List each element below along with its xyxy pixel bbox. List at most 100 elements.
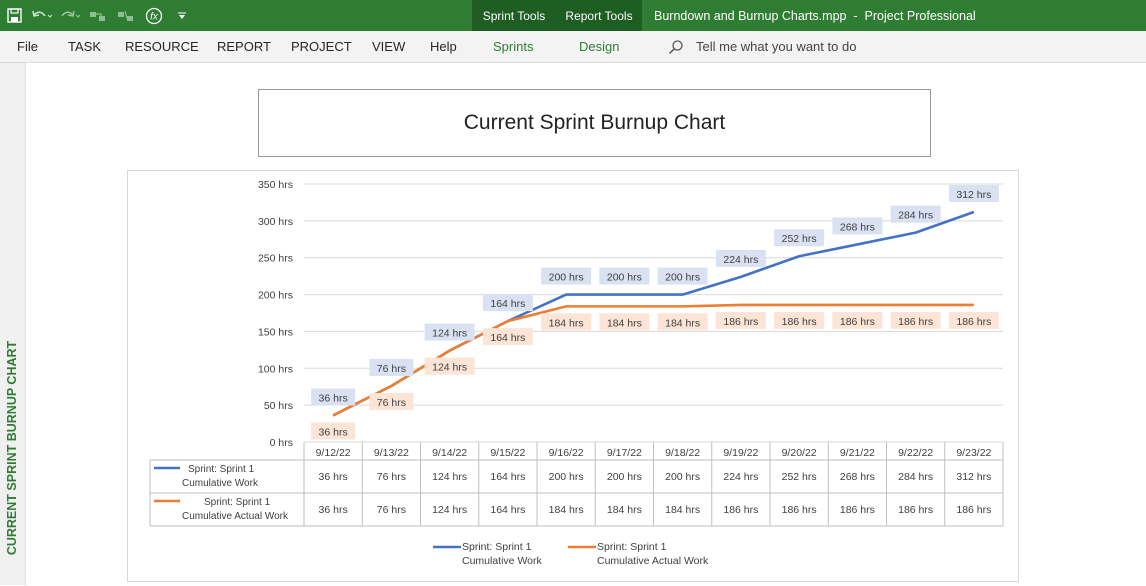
table-cell: 186 hrs [723, 504, 758, 516]
tab-view[interactable]: VIEW [372, 39, 406, 54]
data-label-bg [774, 229, 825, 247]
data-label: 186 hrs [898, 316, 933, 328]
tab-help[interactable]: Help [430, 39, 457, 54]
table-cell: 186 hrs [782, 504, 817, 516]
data-label: 36 hrs [319, 392, 348, 404]
y-tick-label: 350 hrs [258, 179, 293, 191]
view-bar: CURRENT SPRINT BURNUP CHART [0, 63, 26, 585]
data-label-bg [424, 357, 475, 375]
customize-qat-icon[interactable] [168, 0, 196, 31]
y-tick-label: 0 hrs [270, 437, 293, 449]
tell-me-text: Tell me what you want to do [696, 39, 857, 54]
table-cell: 252 hrs [782, 471, 817, 483]
data-label-bg [369, 392, 414, 410]
table-cell: 124 hrs [432, 504, 467, 516]
data-label-bg [311, 422, 356, 440]
data-label-bg [832, 311, 883, 329]
data-label-bg [311, 388, 356, 406]
document-title: Burndown and Burnup Charts.mpp - Project… [654, 8, 976, 23]
table-cell: 186 hrs [956, 504, 991, 516]
data-label: 184 hrs [607, 317, 642, 329]
tab-design[interactable]: Design [579, 39, 620, 54]
data-label-bg [482, 328, 533, 346]
series-line-cumulative-actual-work [332, 303, 974, 417]
data-label: 164 hrs [490, 332, 525, 344]
x-tick-label: 9/22/22 [898, 447, 933, 459]
x-tick-label: 9/23/22 [956, 447, 991, 459]
table-cell: 164 hrs [490, 471, 525, 483]
redo-icon[interactable] [56, 0, 84, 31]
x-tick-label: 9/14/22 [432, 447, 467, 459]
tab-task[interactable]: TASK [68, 39, 101, 54]
data-label: 200 hrs [549, 272, 584, 284]
undo-icon[interactable] [28, 0, 56, 31]
data-label: 284 hrs [898, 210, 933, 222]
save-icon[interactable] [0, 0, 28, 31]
table-cell: 36 hrs [319, 471, 348, 483]
data-label: 76 hrs [377, 363, 406, 375]
data-label-bg [541, 267, 592, 285]
data-label: 268 hrs [840, 221, 875, 233]
legend-label: Sprint: Sprint 1 [597, 541, 667, 553]
x-tick-label: 9/16/22 [549, 447, 584, 459]
tab-project[interactable]: PROJECT [291, 39, 352, 54]
table-cell: 76 hrs [377, 471, 406, 483]
table-cell: 312 hrs [956, 471, 991, 483]
table-cell: 184 hrs [665, 504, 700, 516]
tab-sprints[interactable]: Sprints [493, 39, 534, 54]
title-bar: fx Sprint Tools Report Tools Burndown an… [0, 0, 1146, 31]
data-label: 186 hrs [782, 316, 817, 328]
table-cell: 124 hrs [432, 471, 467, 483]
legend-label: Sprint: Sprint 1 [462, 541, 532, 553]
tab-file[interactable]: File [17, 39, 38, 54]
data-label-bg [948, 311, 999, 329]
data-label: 186 hrs [840, 316, 875, 328]
data-label-bg [890, 205, 941, 223]
x-tick-label: 9/12/22 [316, 447, 351, 459]
x-tick-label: 9/21/22 [840, 447, 875, 459]
table-series-name: Cumulative Actual Work [182, 511, 289, 522]
x-tick-label: 9/15/22 [490, 447, 525, 459]
report-title: Current Sprint Burnup Chart [463, 111, 726, 134]
table-cell: 268 hrs [840, 471, 875, 483]
unlink-tasks-icon[interactable] [112, 0, 140, 31]
data-label-bg [890, 311, 941, 329]
table-cell: 186 hrs [840, 504, 875, 516]
x-tick-label: 9/20/22 [782, 447, 817, 459]
table-series-name: Sprint: Sprint 1 [188, 464, 255, 475]
table-cell: 200 hrs [549, 471, 584, 483]
data-label: 124 hrs [432, 328, 467, 340]
tab-resource[interactable]: RESOURCE [125, 39, 199, 54]
data-label-bg [948, 185, 999, 203]
data-label-bg [657, 313, 708, 331]
context-tab-sprint-tools[interactable]: Sprint Tools [482, 8, 546, 23]
tell-me-box[interactable]: Tell me what you want to do [668, 31, 856, 62]
table-cell: 36 hrs [319, 504, 348, 516]
x-tick-label: 9/18/22 [665, 447, 700, 459]
data-label: 186 hrs [956, 316, 991, 328]
data-label-bg [657, 267, 708, 285]
y-tick-label: 300 hrs [258, 216, 293, 228]
table-cell: 284 hrs [898, 471, 933, 483]
search-icon [668, 39, 683, 54]
data-label-bg [369, 358, 414, 376]
data-label: 164 hrs [490, 298, 525, 310]
x-tick-label: 9/17/22 [607, 447, 642, 459]
data-label: 76 hrs [377, 397, 406, 409]
link-tasks-icon[interactable] [84, 0, 112, 31]
table-cell: 200 hrs [607, 471, 642, 483]
tab-report[interactable]: REPORT [217, 39, 271, 54]
data-label-bg [774, 311, 825, 329]
formula-icon[interactable]: fx [140, 0, 168, 31]
data-label-bg [599, 313, 650, 331]
data-label: 36 hrs [319, 426, 348, 438]
chart-frame[interactable]: 0 hrs 50 hrs 100 hrs 150 hrs 200 hrs 250 hrs 3… [127, 170, 1019, 582]
table-cell: 186 hrs [898, 504, 933, 516]
data-label: 124 hrs [432, 362, 467, 374]
x-tick-label: 9/19/22 [723, 447, 758, 459]
table-cell: 184 hrs [549, 504, 584, 516]
report-title-box[interactable]: Current Sprint Burnup Chart [258, 89, 931, 157]
table-cell: 224 hrs [723, 471, 758, 483]
data-label-bg [424, 323, 475, 341]
context-tab-report-tools[interactable]: Report Tools [565, 8, 633, 23]
